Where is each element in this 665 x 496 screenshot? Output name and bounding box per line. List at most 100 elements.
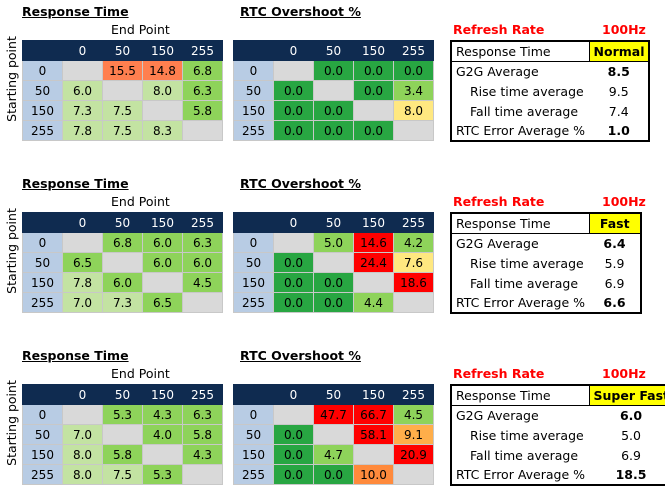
row-header: 255 bbox=[22, 292, 63, 313]
data-cell: 0.0 bbox=[313, 60, 354, 81]
row-header: 50 bbox=[233, 424, 274, 445]
refresh-rate-label: Refresh Rate bbox=[453, 22, 545, 37]
data-cell: 5.8 bbox=[182, 100, 223, 121]
fall-time-label: Fall time average bbox=[470, 275, 579, 291]
data-cell: 8.0 bbox=[142, 80, 183, 101]
data-cell: 7.5 bbox=[102, 120, 143, 141]
table-row: 150 0.0 0.0 8.0 bbox=[233, 100, 434, 121]
data-cell bbox=[273, 232, 314, 253]
data-cell: 0.0 bbox=[273, 292, 314, 313]
data-cell bbox=[182, 120, 223, 141]
data-cell: 7.5 bbox=[102, 464, 143, 485]
summary-table: Response Time Normal G2G Average 8.5 Ris… bbox=[450, 40, 651, 142]
data-cell bbox=[62, 232, 103, 253]
table-row: 50 0.0 24.4 7.6 bbox=[233, 252, 434, 273]
data-cell: 4.4 bbox=[353, 292, 394, 313]
fall-time-label: Fall time average bbox=[470, 103, 579, 119]
data-cell: 6.3 bbox=[182, 232, 223, 253]
column-header: 0 bbox=[273, 40, 314, 61]
table-row: 50 6.5 6.0 6.0 bbox=[22, 252, 223, 273]
data-cell: 20.9 bbox=[393, 444, 434, 465]
data-cell: 24.4 bbox=[353, 252, 394, 273]
column-header: 150 bbox=[353, 40, 394, 61]
g2g-average-value: 6.4 bbox=[603, 235, 626, 251]
corner-cell bbox=[233, 40, 274, 61]
row-header: 150 bbox=[233, 444, 274, 465]
data-cell bbox=[313, 80, 354, 101]
row-header: 255 bbox=[22, 120, 63, 141]
data-cell: 10.0 bbox=[353, 464, 394, 485]
data-cell: 7.5 bbox=[102, 100, 143, 121]
rtc-error-label: RTC Error Average % bbox=[456, 295, 586, 310]
data-cell bbox=[102, 424, 143, 445]
data-cell: 0.0 bbox=[273, 252, 314, 273]
data-cell: 0.0 bbox=[273, 464, 314, 485]
rise-time-value: 9.5 bbox=[608, 83, 629, 99]
fall-time-value: 6.9 bbox=[621, 447, 641, 463]
data-cell: 4.5 bbox=[393, 404, 434, 425]
data-cell: 0.0 bbox=[353, 120, 394, 141]
data-cell: 7.8 bbox=[62, 120, 103, 141]
row-header: 50 bbox=[22, 424, 63, 445]
rtc-overshoot-table: 0 50 150 255 0 0.0 0.0 0.0 50 0.0 0.0 3.4 150 0.0 0.0 8… bbox=[233, 40, 434, 141]
row-header: 255 bbox=[233, 120, 274, 141]
rtc-overshoot-title: RTC Overshoot % bbox=[240, 4, 361, 19]
column-header: 255 bbox=[182, 40, 223, 61]
data-cell: 6.8 bbox=[102, 232, 143, 253]
data-cell: 4.3 bbox=[142, 404, 183, 425]
column-header: 150 bbox=[142, 40, 183, 61]
mode-block: Response Time RTC Overshoot % End Point … bbox=[0, 0, 665, 150]
refresh-rate-value: 100Hz bbox=[602, 366, 646, 381]
g2g-average-label: G2G Average bbox=[456, 407, 539, 423]
table-row: 150 7.3 7.5 5.8 bbox=[22, 100, 223, 121]
corner-cell bbox=[22, 384, 63, 405]
row-header: 0 bbox=[22, 404, 63, 425]
data-cell: 0.0 bbox=[273, 272, 314, 293]
rise-time-label: Rise time average bbox=[470, 255, 584, 271]
data-cell: 6.5 bbox=[62, 252, 103, 273]
data-cell: 14.8 bbox=[142, 60, 183, 81]
data-cell: 6.0 bbox=[62, 80, 103, 101]
column-header: 150 bbox=[353, 212, 394, 233]
response-time-table: 0 50 150 255 0 5.3 4.3 6.3 50 7.0 4.0 5.8 150 8.0 5.8 4… bbox=[22, 384, 223, 485]
table-row: 50 0.0 58.1 9.1 bbox=[233, 424, 434, 445]
data-cell: 0.0 bbox=[273, 424, 314, 445]
fall-time-value: 6.9 bbox=[604, 275, 625, 291]
column-header: 50 bbox=[102, 40, 143, 61]
header-row: 0 50 150 255 bbox=[233, 40, 434, 61]
column-header: 50 bbox=[313, 212, 354, 233]
header-row: 0 50 150 255 bbox=[233, 212, 434, 233]
response-time-table: 0 50 150 255 0 15.5 14.8 6.8 50 6.0 8.0 6.3 150 7.3 7.… bbox=[22, 40, 223, 141]
data-cell: 4.0 bbox=[142, 424, 183, 445]
data-cell: 6.0 bbox=[182, 252, 223, 273]
header-row: 0 50 150 255 bbox=[22, 212, 223, 233]
refresh-rate-value: 100Hz bbox=[602, 194, 646, 209]
data-cell bbox=[273, 404, 314, 425]
table-row: 0 47.7 66.7 4.5 bbox=[233, 404, 434, 425]
data-cell: 5.3 bbox=[142, 464, 183, 485]
data-cell bbox=[182, 464, 223, 485]
data-cell bbox=[353, 444, 394, 465]
data-cell: 4.7 bbox=[313, 444, 354, 465]
data-cell: 8.0 bbox=[62, 444, 103, 465]
data-cell bbox=[313, 252, 354, 273]
table-row: 255 0.0 0.0 10.0 bbox=[233, 464, 434, 485]
data-cell bbox=[62, 60, 103, 81]
column-header: 0 bbox=[62, 212, 103, 233]
column-header: 255 bbox=[393, 212, 434, 233]
column-header: 0 bbox=[62, 384, 103, 405]
data-cell: 14.6 bbox=[353, 232, 394, 253]
row-header: 150 bbox=[22, 272, 63, 293]
column-header: 255 bbox=[393, 40, 434, 61]
summary-response-time-label: Response Time bbox=[451, 385, 590, 406]
response-time-table: 0 50 150 255 0 6.8 6.0 6.3 50 6.5 6.0 6.0 150 7.8 6.0 4… bbox=[22, 212, 223, 313]
corner-cell bbox=[22, 40, 63, 61]
summary-table: Response Time Fast G2G Average 6.4 Rise … bbox=[450, 212, 642, 314]
data-cell: 0.0 bbox=[273, 444, 314, 465]
data-cell bbox=[353, 100, 394, 121]
row-header: 0 bbox=[22, 232, 63, 253]
data-cell bbox=[353, 272, 394, 293]
table-row: 150 8.0 5.8 4.3 bbox=[22, 444, 223, 465]
table-row: 150 0.0 0.0 18.6 bbox=[233, 272, 434, 293]
data-cell: 7.6 bbox=[393, 252, 434, 273]
